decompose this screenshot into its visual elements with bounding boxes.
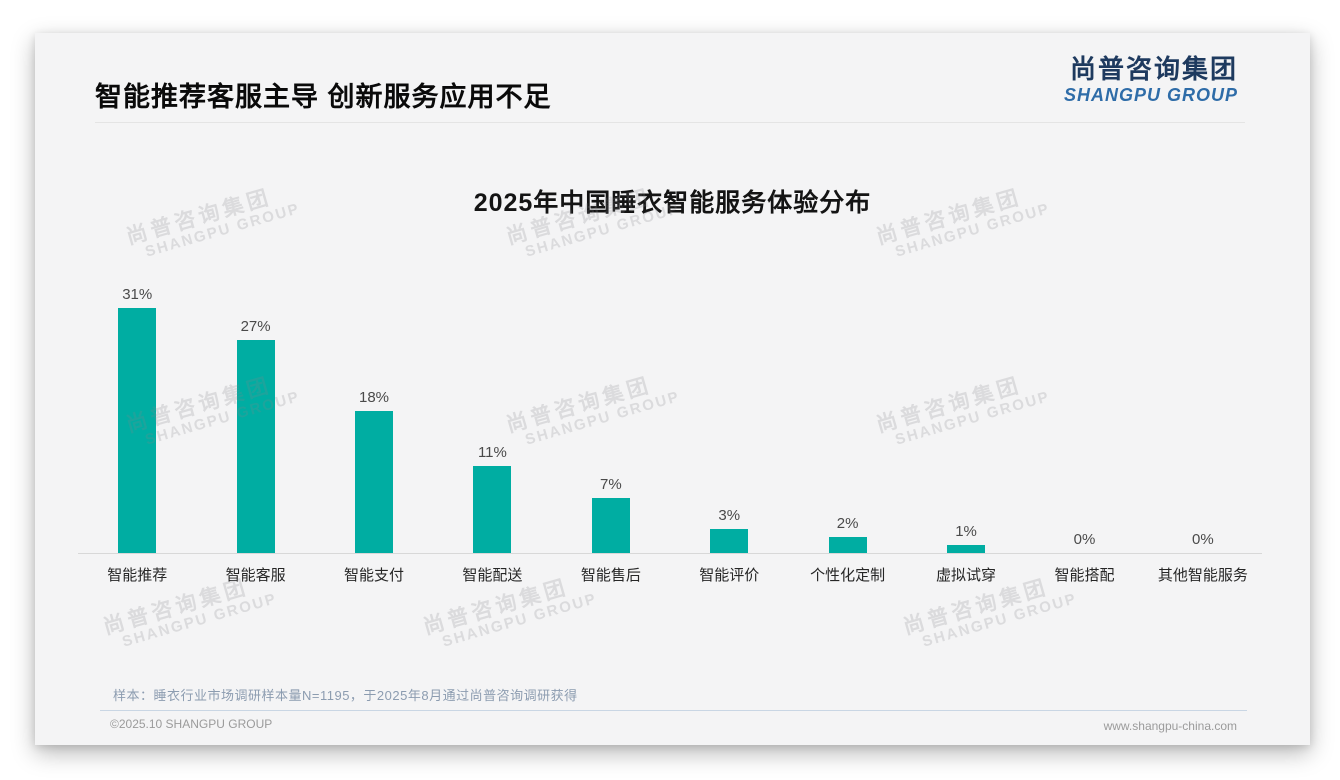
- page-title: 智能推荐客服主导 创新服务应用不足: [95, 82, 552, 112]
- category-label: 智能售后: [580, 567, 641, 584]
- footer-divider: [100, 710, 1247, 711]
- bar-column: 2%: [788, 283, 906, 553]
- category-label: 智能推荐: [107, 567, 168, 584]
- copyright-text: ©2025.10 SHANGPU GROUP: [110, 717, 273, 731]
- bar-column: 31%: [78, 283, 196, 553]
- bar-value-label: 2%: [836, 515, 859, 532]
- watermark-english-text: SHANGPU GROUP: [920, 590, 1080, 651]
- report-card: 智能推荐客服主导 创新服务应用不足 尚普咨询集团 SHANGPU GROUP 2…: [35, 33, 1310, 745]
- chart-title: 2025年中国睡衣智能服务体验分布: [473, 189, 872, 217]
- bar-column: 3%: [670, 283, 788, 553]
- bar: [355, 411, 394, 553]
- bar-column: 1%: [907, 283, 1025, 553]
- bar: [828, 537, 867, 553]
- bar: [473, 466, 512, 553]
- bar-value-label: 7%: [599, 476, 622, 493]
- bar-value-label: 31%: [122, 286, 153, 303]
- category-label: 智能搭配: [1054, 567, 1115, 584]
- watermark-english-text: SHANGPU GROUP: [440, 590, 600, 651]
- bar: [710, 529, 749, 553]
- logo-english-name: SHANGPU GROUP: [1063, 84, 1238, 105]
- watermark-english-text: SHANGPU GROUP: [120, 590, 280, 651]
- category-label: 个性化定制: [810, 567, 886, 584]
- bar-column: 11%: [433, 283, 551, 553]
- category-label: 智能配送: [462, 567, 523, 584]
- bar: [591, 498, 630, 553]
- bar-value-label: 1%: [955, 523, 977, 540]
- bar-column: 18%: [315, 283, 433, 553]
- bar-value-label: 18%: [359, 389, 390, 406]
- bar: [236, 340, 275, 553]
- bar-column: 0%: [1025, 283, 1143, 553]
- category-label: 智能客服: [225, 567, 286, 584]
- logo-chinese-name: 尚普咨询集团: [1069, 54, 1238, 84]
- x-axis-line: [78, 553, 1262, 554]
- website-url: www.shangpu-china.com: [1103, 719, 1237, 733]
- company-logo: 尚普咨询集团 SHANGPU GROUP: [1063, 54, 1238, 106]
- bar-chart: 31% 27% 18% 11% 7% 3% 2% 1% 0% 0%: [78, 283, 1262, 553]
- bar-value-label: 3%: [718, 507, 741, 524]
- bar-value-label: 0%: [1073, 531, 1096, 548]
- bar-column: 0%: [1144, 283, 1262, 553]
- title-divider: [95, 122, 1245, 123]
- bar-column: 7%: [552, 283, 670, 553]
- bar-value-label: 27%: [240, 318, 271, 335]
- bar-column: 27%: [196, 283, 314, 553]
- bar: [118, 308, 157, 553]
- bar-value-label: 0%: [1192, 531, 1214, 548]
- bar: [947, 545, 986, 553]
- category-label: 虚拟试穿: [936, 567, 997, 584]
- category-label: 智能评价: [699, 567, 760, 584]
- sample-note: 样本：睡衣行业市场调研样本量N=1195，于2025年8月通过尚普咨询调研获得: [113, 688, 578, 703]
- x-axis-labels: 智能推荐 智能客服 智能支付 智能配送 智能售后 智能评价 个性化定制 虚拟试穿 智能搭配 其他智…: [78, 564, 1262, 585]
- bar-columns: 31% 27% 18% 11% 7% 3% 2% 1% 0% 0%: [78, 283, 1262, 553]
- bar-value-label: 11%: [477, 444, 507, 461]
- category-label: 智能支付: [344, 567, 405, 584]
- category-label: 其他智能服务: [1157, 567, 1248, 584]
